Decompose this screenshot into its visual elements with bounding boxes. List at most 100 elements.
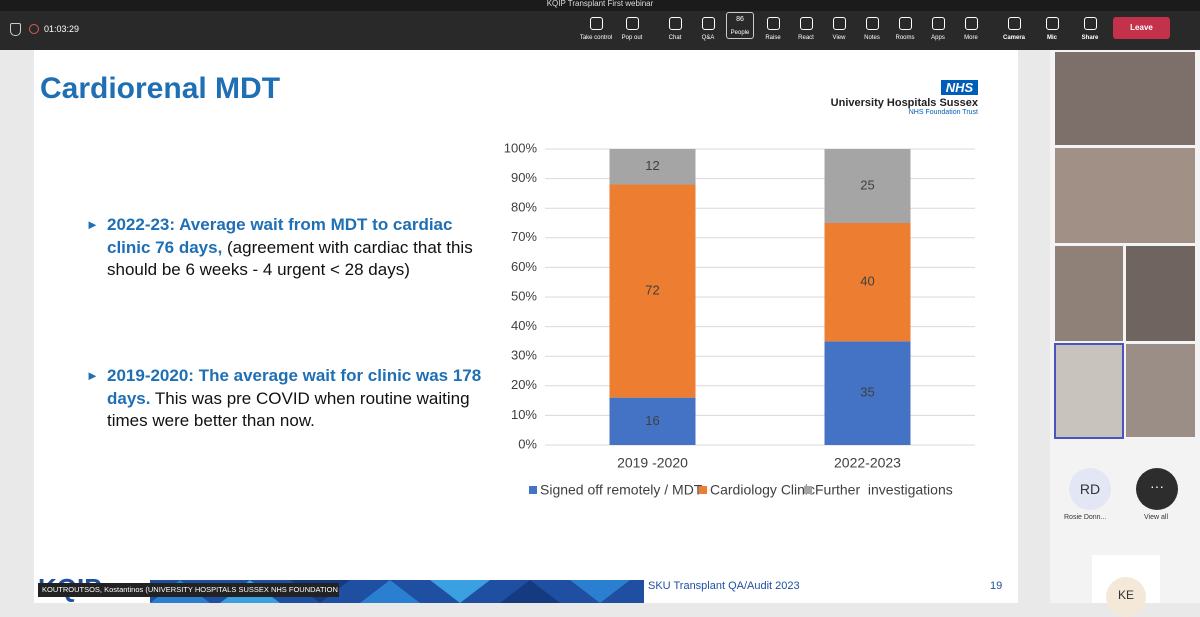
y-tick-label: 40% [511,318,537,333]
toolbar-button[interactable]: Take control [576,16,616,41]
toolbar-button[interactable]: Raise [753,16,793,41]
bullet: ► 2022-23: Average wait from MDT to cardi… [86,215,473,280]
people-count: 86 [736,16,744,23]
button-label: Chat [668,35,682,41]
video-tile[interactable] [1126,246,1195,341]
y-tick-label: 10% [511,407,537,422]
page-number: 19 [990,580,1003,592]
icon [799,17,813,30]
legend-label: Cardiology Clinic [710,482,815,498]
bullet-bold: 2019-2020: The average wait for clinic w… [107,366,482,408]
icon [589,17,603,30]
toolbar-button[interactable]: Chat [655,16,695,41]
icon [701,17,715,30]
y-tick-label: 80% [511,200,537,215]
avatar-initials: KE [1117,588,1134,602]
button-label: Pop out [621,35,643,41]
icon [1083,17,1097,30]
logo-sub: NHS Foundation Trust [908,109,978,116]
slide-title: Cardiorenal MDT [40,72,281,105]
bullet-text: (agreement with cardiac that this should… [107,237,473,280]
toolbar-button[interactable]: Camera [994,16,1034,41]
bullet: ► 2019-2020: The average wait for clinic … [86,366,482,431]
data-label: 40 [860,274,874,289]
y-tick-label: 20% [511,377,537,392]
icon [1045,17,1059,30]
bar-segment [824,149,911,223]
video-tile[interactable] [1054,343,1124,439]
legend-swatch [804,486,812,494]
view-all-button[interactable]: ··· [1136,468,1178,510]
button-label: Mic [1046,35,1057,41]
data-label: 25 [860,177,874,192]
toolbar-button[interactable]: Pop out [612,16,652,41]
icon [766,17,780,30]
button-label: Raise [765,35,781,41]
avatar-initials: RD [1079,481,1101,497]
button-label: React [798,35,814,41]
chart: 0% 10% 20% 30% 40% 50% 60% 70% 80% 90% 100% 16 72 12 2… [504,140,975,498]
y-tick-label: 50% [511,288,537,303]
bar-segment [609,397,696,445]
video-tile[interactable] [1055,148,1195,243]
toolbar: 01:03:29 Take control Pop out Chat Q&A 86 Peo… [0,11,1200,50]
view-all-label: View all [1144,514,1168,521]
x-tick-label: 2019 -2020 [617,455,688,471]
data-label: 72 [645,283,659,298]
logo-org: University Hospitals Sussex [830,97,978,109]
video-tile[interactable] [1055,52,1195,145]
leave-label: Leave [1130,23,1153,32]
icon [931,17,945,30]
legend-swatch [699,486,707,494]
title-bar: KQIP Transplant First webinar [0,0,1200,11]
bullet-text: This was pre COVID when routine waiting … [107,388,470,431]
bar-segment [824,341,911,445]
y-tick-label: 30% [511,348,537,363]
timer: 01:03:29 [44,24,80,34]
bar-segment [824,223,911,342]
button-label: Camera [1002,35,1025,41]
toolbar-button[interactable]: 86 People [720,12,760,39]
avatar[interactable]: RD [1069,468,1111,510]
toolbar-button[interactable]: Rooms [885,16,925,41]
leave-button[interactable]: Leave [1113,17,1170,39]
footer-text: SKU Transplant QA/Audit 2023 [648,580,800,592]
presenter-label: KOUTROUTSOS, Kostantinos (UNIVERSITY HOS… [38,583,339,597]
video-tile[interactable] [1126,344,1195,437]
participant-name: Rosie Donn... [1064,514,1107,521]
participants-panel: RD Rosie Donn... ··· View all KE [1050,50,1200,617]
data-label: 35 [860,385,874,400]
icon [625,17,639,30]
icon: 86 [726,12,754,39]
button-label: Rooms [895,35,915,41]
y-tick-label: 0% [518,436,537,451]
toolbar-button[interactable]: Apps [918,16,958,41]
icon [964,17,978,30]
bar-segment [609,149,696,185]
toolbar-button[interactable]: Mic [1032,16,1072,41]
data-label: 12 [645,158,659,173]
shield-icon [10,23,21,36]
x-tick-label: 2022-2023 [834,455,901,471]
button-label: People [730,30,750,36]
toolbar-button[interactable]: React [786,16,826,41]
toolbar-button[interactable]: Q&A [688,16,728,41]
y-tick-label: 100% [504,140,538,155]
toolbar-button[interactable]: View [819,16,859,41]
data-label: 16 [645,413,659,428]
button-label: Apps [931,35,945,41]
y-tick-label: 70% [511,229,537,244]
nhs-badge: NHS [941,80,978,95]
icon [668,17,682,30]
icon [1007,17,1021,30]
legend-swatch [529,486,537,494]
toolbar-button[interactable]: More [951,16,991,41]
icon [865,17,879,30]
footer: KQIP KOUTROUTSOS, Kostantinos (UNIVERSIT… [34,573,1018,603]
video-tile[interactable] [1055,246,1123,341]
toolbar-button[interactable]: Notes [852,16,892,41]
toolbar-button[interactable]: Share [1070,16,1110,41]
button-label: View [832,35,846,41]
icon [898,17,912,30]
